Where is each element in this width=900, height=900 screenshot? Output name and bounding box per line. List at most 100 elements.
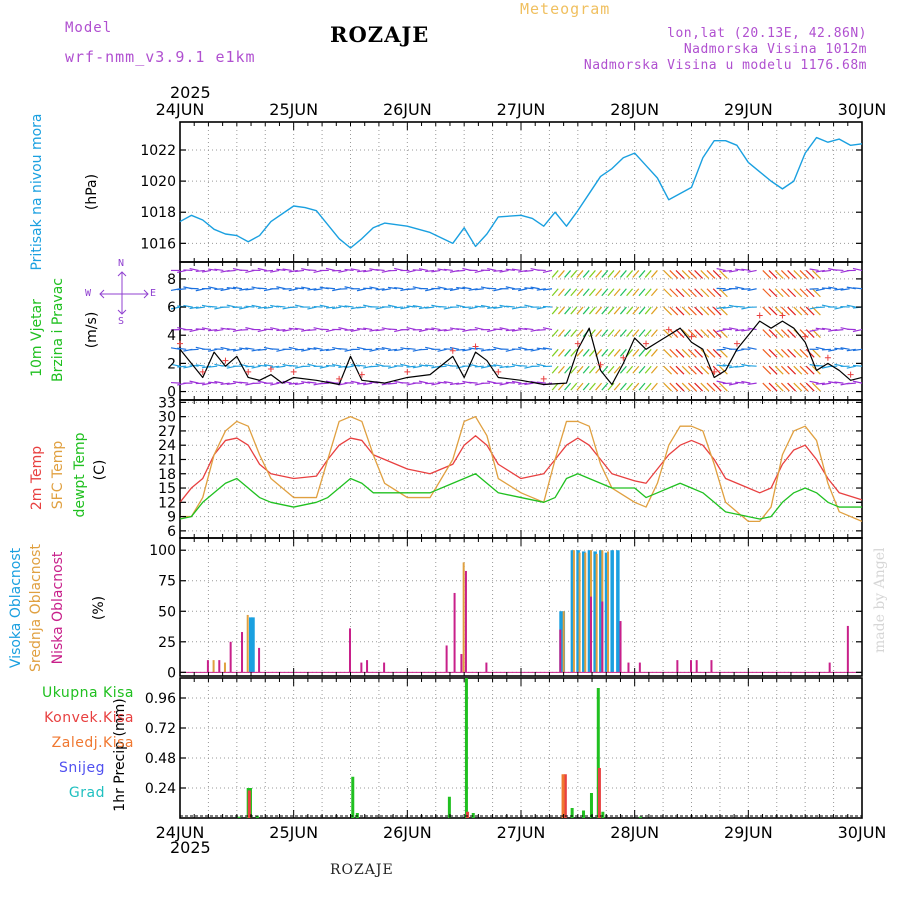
wind-barb [437, 328, 447, 332]
wind-barb [706, 270, 716, 279]
xtick-label-top: 28JUN [610, 100, 659, 119]
wind-barb [518, 288, 528, 292]
wind-barb [644, 270, 652, 278]
cloud-bar-high [251, 617, 255, 673]
wind-barb [456, 286, 466, 290]
wind-barb [811, 288, 821, 298]
wind-barb [675, 270, 685, 279]
wind-barb [694, 306, 704, 316]
wind-barb [564, 270, 572, 278]
wind-barb [288, 306, 298, 309]
wind-gust-marker [643, 340, 650, 347]
wind-barb [787, 348, 797, 358]
wind-barb [499, 327, 509, 331]
wind-barb [412, 365, 422, 369]
wind-barb [270, 327, 280, 331]
wind-barb [774, 288, 784, 298]
wind-barb [344, 328, 354, 331]
wind-barb [288, 346, 298, 350]
cloud-bar-mid [246, 614, 249, 673]
wind-barb [799, 348, 809, 358]
wind-barb [650, 270, 658, 278]
wind-barb [487, 364, 497, 367]
wind-barb [821, 269, 832, 273]
wind-barb [257, 329, 267, 333]
wind-barb [762, 306, 772, 316]
wind-barb [774, 329, 784, 339]
wind-barb [443, 268, 453, 272]
wind-barb [644, 306, 652, 315]
wind-barb [375, 328, 385, 332]
wind-barb [852, 267, 863, 272]
cloud-bar-low [229, 641, 232, 673]
wind-barb [834, 381, 844, 384]
wind-barb [363, 269, 373, 273]
wind-barb [557, 348, 565, 357]
wind-barb [768, 348, 778, 358]
wind-barb [518, 346, 528, 350]
wind-barb [780, 270, 790, 279]
precip-bar [596, 688, 600, 818]
cloud-bar-low [218, 660, 221, 673]
wind-barb [644, 348, 652, 357]
wind-barb [239, 288, 249, 291]
wind-barb [663, 348, 673, 358]
wind-barb [735, 268, 745, 272]
wind-barb [601, 306, 609, 315]
compass-icon [99, 271, 149, 315]
wind-barb [214, 288, 224, 291]
wind-barb [226, 287, 236, 290]
wind-barb [846, 304, 856, 308]
wind-barb [805, 288, 815, 298]
wind-barb [257, 267, 267, 272]
wind-barb [768, 365, 778, 375]
wind-barb [570, 329, 578, 337]
wind-barb [799, 270, 809, 279]
wind-barb [170, 381, 181, 384]
ylabel-precip: 1hr Precip (mm) [112, 698, 128, 811]
wind-barb [431, 327, 441, 331]
wind-barb [706, 306, 716, 316]
wind-barb [687, 348, 697, 358]
wind-barb [201, 382, 212, 386]
wind-barb [542, 305, 553, 308]
wind-barb [319, 348, 329, 352]
wind-barb [564, 382, 572, 391]
wind-barb [394, 348, 404, 352]
cloud-bar-high [576, 550, 580, 673]
wind-barb [487, 348, 497, 351]
wind-barb [524, 327, 534, 331]
wind-barb [852, 329, 863, 333]
cloud-bar-low [485, 662, 488, 673]
wind-barb [474, 288, 484, 291]
wind-barb [536, 306, 546, 310]
wind-gust-marker [267, 366, 274, 373]
wind-barb [626, 306, 634, 315]
wind-barb [518, 382, 528, 385]
wind-barb [294, 327, 305, 331]
wind-barb [177, 269, 187, 274]
wind-barb [787, 270, 797, 279]
wind-barb [201, 327, 212, 331]
wind-barb [239, 381, 249, 384]
wind-barb [369, 381, 379, 384]
wind-barb [564, 288, 572, 297]
cloud-bar-low [690, 660, 692, 673]
wind-barb [576, 270, 584, 278]
ytick-label: 0.48 [145, 751, 176, 767]
wind-barb [716, 267, 726, 272]
wind-barb [632, 270, 640, 278]
wind-barb [588, 348, 596, 357]
wind-barb [780, 365, 790, 375]
wind-barb [799, 306, 809, 316]
xtick-label-bottom: 30JUN [838, 823, 887, 842]
wind-barb [214, 380, 224, 384]
wind-barb [735, 365, 745, 368]
wind-barb [787, 329, 797, 339]
wind-gust-marker [358, 371, 365, 378]
wind-barb [747, 346, 757, 350]
ytick-label: 24 [158, 438, 176, 454]
wind-barb [846, 382, 856, 385]
wind-barb [669, 329, 679, 339]
